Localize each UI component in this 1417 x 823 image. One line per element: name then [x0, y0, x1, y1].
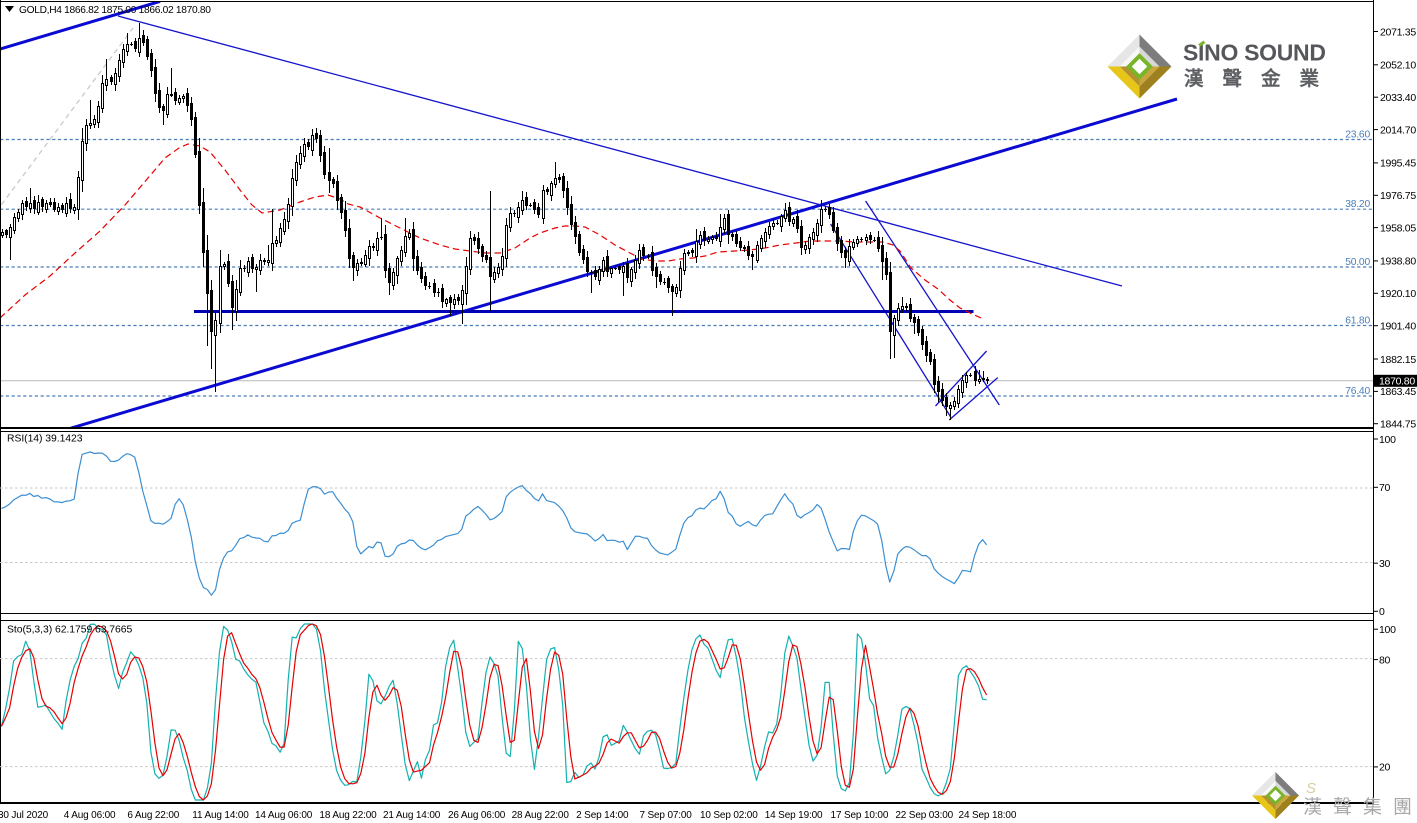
- svg-text:1863.45: 1863.45: [1380, 386, 1416, 398]
- svg-text:1958.05: 1958.05: [1380, 222, 1416, 234]
- svg-text:10 Sep 02:00: 10 Sep 02:00: [700, 810, 758, 821]
- svg-text:2033.40: 2033.40: [1380, 92, 1416, 104]
- svg-text:30 Jul 2020: 30 Jul 2020: [0, 810, 49, 821]
- svg-text:1995.45: 1995.45: [1380, 158, 1416, 170]
- svg-text:2052.10: 2052.10: [1380, 60, 1416, 72]
- svg-text:24 Sep 18:00: 24 Sep 18:00: [959, 810, 1017, 821]
- svg-text:7 Sep 07:00: 7 Sep 07:00: [639, 810, 692, 821]
- svg-text:6 Aug 22:00: 6 Aug 22:00: [127, 810, 179, 821]
- svg-text:SINO SOUND: SINO SOUND: [1183, 40, 1326, 66]
- svg-text:17 Sep 10:00: 17 Sep 10:00: [831, 810, 889, 821]
- svg-text:61.80: 61.80: [1345, 316, 1370, 327]
- svg-text:21 Aug 14:00: 21 Aug 14:00: [383, 810, 441, 821]
- svg-text:S: S: [1306, 780, 1316, 797]
- svg-text:14 Sep 19:00: 14 Sep 19:00: [765, 810, 823, 821]
- svg-text:38.20: 38.20: [1345, 199, 1370, 210]
- svg-text:RSI(14) 39.1423: RSI(14) 39.1423: [7, 434, 83, 445]
- svg-text:100: 100: [1379, 624, 1396, 636]
- svg-text:GOLD,H4 1866.82 1875.00 1866.: GOLD,H4 1866.82 1875.00 1866.02 1870.80: [19, 5, 211, 16]
- svg-text:30: 30: [1379, 558, 1391, 570]
- svg-text:28 Aug 22:00: 28 Aug 22:00: [512, 810, 570, 821]
- svg-text:2014.70: 2014.70: [1380, 124, 1416, 136]
- svg-text:0: 0: [1379, 606, 1385, 618]
- svg-text:漢聲金業: 漢聲金業: [1184, 67, 1338, 90]
- svg-text:22 Sep 03:00: 22 Sep 03:00: [895, 810, 953, 821]
- svg-text:4 Aug 06:00: 4 Aug 06:00: [64, 810, 116, 821]
- svg-text:1901.40: 1901.40: [1380, 321, 1416, 333]
- svg-text:1920.10: 1920.10: [1380, 288, 1416, 300]
- svg-text:2 Sep 14:00: 2 Sep 14:00: [576, 810, 629, 821]
- svg-text:1844.75: 1844.75: [1380, 419, 1416, 431]
- svg-text:2071.35: 2071.35: [1380, 26, 1416, 38]
- svg-text:76.40: 76.40: [1345, 386, 1370, 397]
- svg-text:1976.75: 1976.75: [1380, 190, 1416, 202]
- svg-text:1938.80: 1938.80: [1380, 256, 1416, 268]
- svg-text:1882.15: 1882.15: [1380, 354, 1416, 366]
- svg-text:14 Aug 06:00: 14 Aug 06:00: [255, 810, 313, 821]
- svg-text:18 Aug 22:00: 18 Aug 22:00: [319, 810, 377, 821]
- svg-text:70: 70: [1379, 482, 1391, 494]
- svg-text:26 Aug 06:00: 26 Aug 06:00: [448, 810, 506, 821]
- svg-text:20: 20: [1379, 762, 1391, 774]
- svg-text:11 Aug 14:00: 11 Aug 14:00: [192, 810, 249, 821]
- svg-text:50.00: 50.00: [1345, 257, 1370, 268]
- svg-text:80: 80: [1379, 654, 1391, 666]
- svg-text:漢聲集團: 漢聲集團: [1303, 796, 1417, 818]
- svg-text:Sto(5,3,3) 62.1759 63.7665: Sto(5,3,3) 62.1759 63.7665: [7, 625, 132, 636]
- svg-text:1870.80: 1870.80: [1379, 375, 1415, 387]
- svg-text:100: 100: [1379, 434, 1396, 446]
- svg-text:23.60: 23.60: [1345, 130, 1370, 141]
